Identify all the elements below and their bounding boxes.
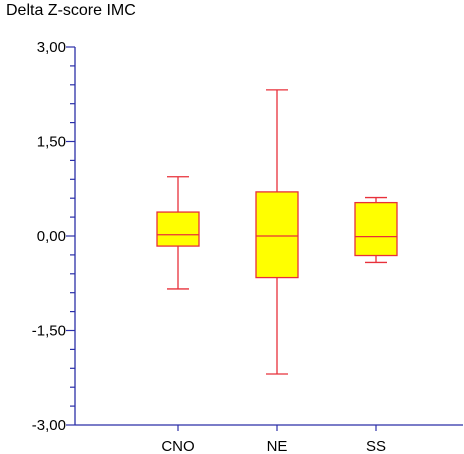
y-tick-label: -3,00	[32, 417, 66, 434]
chart-title: Delta Z-score IMC	[6, 2, 136, 19]
y-tick-label: 0,00	[37, 228, 66, 245]
x-tick-label: CNO	[161, 438, 194, 454]
box-ne	[255, 191, 299, 279]
x-tick-label: SS	[366, 438, 386, 454]
box-ss	[354, 201, 398, 257]
y-tick-label: -1,50	[32, 323, 66, 340]
box-cno	[156, 211, 200, 247]
y-tick-label: 1,50	[37, 134, 66, 151]
y-tick-label: 3,00	[37, 39, 66, 56]
x-tick-label: NE	[267, 438, 288, 454]
